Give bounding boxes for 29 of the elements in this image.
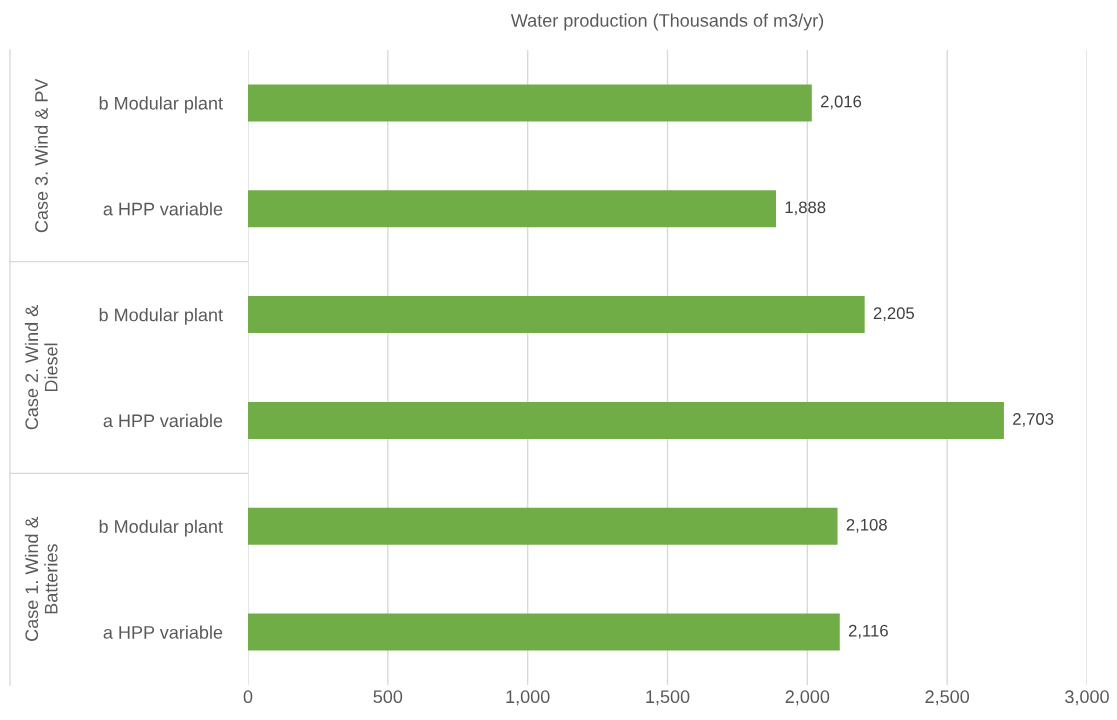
data-label: 2,205 [873, 307, 915, 322]
bar [248, 401, 1004, 439]
data-label: 2,703 [1013, 413, 1054, 427]
y-tick-label: b Modular plant [99, 519, 223, 537]
text: Case 2. Wind & Diesel [24, 305, 58, 430]
data-label: 2,116 [848, 624, 888, 639]
bar [248, 84, 812, 122]
x-tick-label: 1,500 [646, 690, 690, 706]
text: Case 3. Wind & PV [34, 78, 48, 233]
x-tick-label: 2,000 [785, 690, 830, 706]
y-tick-label: b Modular plant [99, 308, 223, 325]
bar [248, 507, 838, 545]
bar [248, 190, 777, 228]
data-label: 1,888 [785, 201, 826, 216]
x-tick-label: 1,000 [506, 690, 550, 706]
data-label: 2,108 [846, 518, 887, 533]
y-tick-label: b Modular plant [99, 96, 223, 114]
chart-title: Water production (Thousands of m3/yr) [510, 13, 824, 31]
data-label: 2,016 [820, 95, 862, 110]
x-tick-label: 2,500 [925, 690, 970, 706]
bar [248, 296, 865, 334]
text: Case 1. Wind & Batteries [24, 516, 58, 641]
x-tick-label: 0 [243, 690, 253, 704]
y-tick-label: a HPP variable [103, 413, 223, 428]
x-tick-label: 3,000 [1065, 690, 1109, 706]
bar [248, 613, 840, 651]
y-tick-label: a HPP variable [103, 202, 223, 216]
x-tick-label: 500 [373, 690, 403, 704]
y-tick-label: a HPP variable [103, 625, 223, 639]
